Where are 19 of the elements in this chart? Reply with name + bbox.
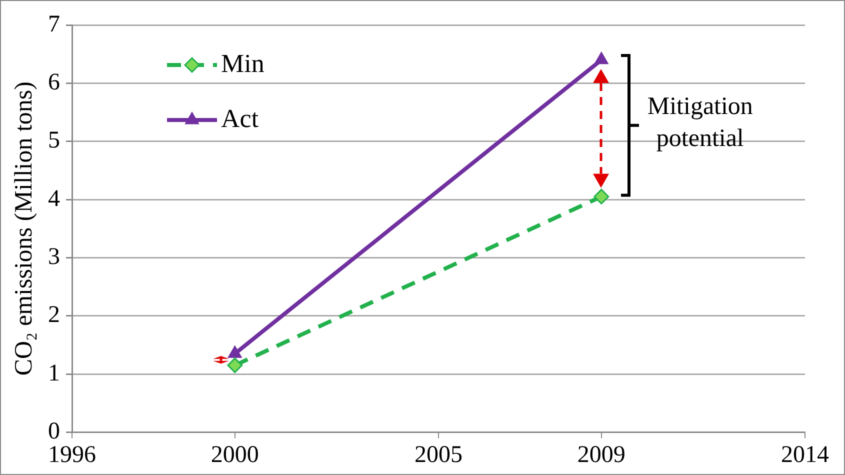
y-tick-label: 5: [48, 128, 60, 154]
y-tick-label: 0: [48, 418, 60, 444]
x-tick-label: 2000: [210, 442, 259, 468]
y-tick-label: 3: [48, 244, 60, 270]
y-tick-label: 1: [48, 360, 60, 386]
legend-label: Min: [221, 48, 264, 78]
x-tick-label: 2005: [414, 442, 462, 468]
x-tick-label: 1996: [48, 442, 96, 468]
y-tick-label: 7: [48, 11, 60, 38]
x-tick-label: 2014: [781, 442, 829, 468]
legend-label: Act: [221, 104, 260, 133]
y-tick-label: 2: [48, 302, 60, 328]
y-tick-label: 6: [48, 69, 60, 96]
annotation: Mitigation potential: [647, 92, 753, 154]
y-tick-label: 4: [48, 186, 60, 212]
y-axis-title: CO₂ emissions (Million tons): [10, 82, 38, 376]
point: [594, 188, 610, 204]
x-tick-label: 2009: [577, 442, 626, 468]
point: [227, 358, 243, 374]
